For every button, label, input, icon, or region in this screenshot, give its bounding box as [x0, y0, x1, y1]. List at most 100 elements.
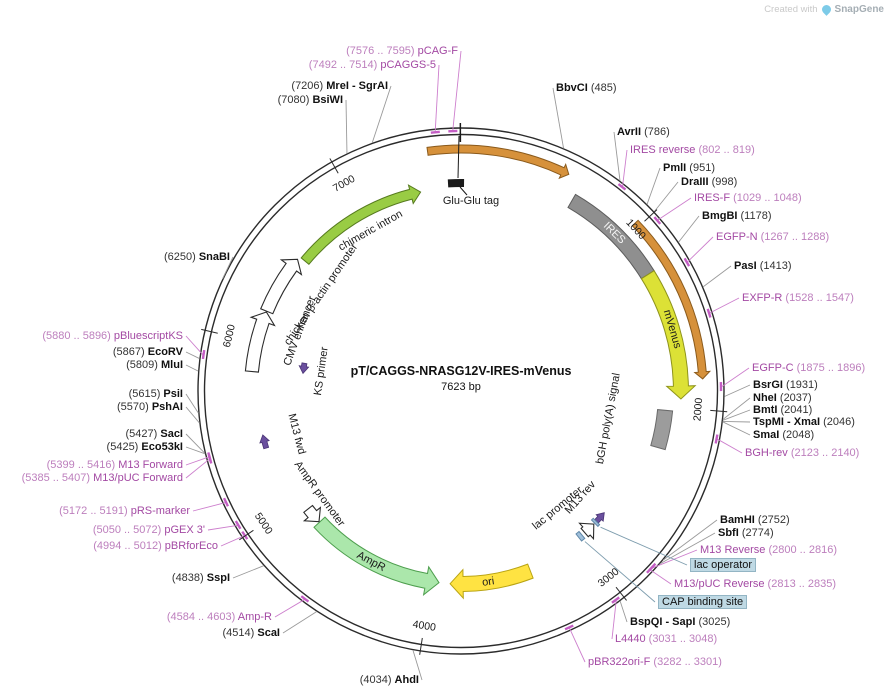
callout-lac-operator[interactable]: lac operator: [690, 558, 757, 572]
callout-l4440[interactable]: L4440 (3031 .. 3048): [615, 633, 717, 645]
site-name: SnaBI: [198, 251, 230, 263]
primer-site-tick[interactable]: [706, 308, 712, 318]
site-name: pCAG-F: [417, 45, 458, 57]
callout-sspi[interactable]: (4838) SspI: [172, 572, 230, 584]
bgh-polya-signal[interactable]: [650, 409, 674, 451]
lac-promoter[interactable]: [578, 522, 595, 541]
callout-ires-f[interactable]: IRES-F (1029 .. 1048): [694, 192, 802, 204]
feature-label-m13-fwd-primer[interactable]: M13 fwd: [285, 412, 307, 455]
callout-mrei-sgrai[interactable]: (7206) MreI - SgrAI: [291, 80, 388, 92]
callout-scai[interactable]: (4514) ScaI: [223, 627, 281, 639]
callout-bspqi-sapi[interactable]: BspQI - SapI (3025): [630, 616, 730, 628]
callout-pbrforeco[interactable]: (4994 .. 5012) pBRforEco: [93, 540, 218, 552]
callout-m13-puc-forward[interactable]: (5385 .. 5407) M13/pUC Forward: [22, 472, 183, 484]
callout-pgex-3[interactable]: (5050 .. 5072) pGEX 3': [93, 524, 205, 536]
callout-leader-line: [185, 458, 210, 479]
site-name: SmaI: [753, 429, 780, 441]
glu-glu-tag[interactable]: [447, 178, 465, 188]
callout-amp-r[interactable]: (4584 .. 4603) Amp-R: [167, 611, 272, 623]
callout-tspmi-xmai[interactable]: TspMI - XmaI (2046): [753, 416, 855, 428]
primer-site-tick[interactable]: [201, 349, 206, 360]
callout-exfp-r[interactable]: EXFP-R (1528 .. 1547): [742, 292, 854, 304]
cds-segment-1[interactable]: [426, 144, 570, 180]
position-tick: [239, 529, 254, 541]
callout-leader-line: [192, 502, 226, 512]
primer-site-tick[interactable]: [617, 183, 627, 191]
callout-bsrgi[interactable]: BsrGI (1931): [753, 379, 818, 391]
callout-leader-line: [722, 397, 751, 420]
callout-cap-binding-site[interactable]: CAP binding site: [658, 595, 748, 609]
primer-site-tick[interactable]: [564, 624, 574, 631]
position-tick-label: 3000: [596, 566, 622, 590]
feature-label-chicken-beta-actin-promoter[interactable]: chicken β-actin promoter: [282, 241, 361, 347]
primer-site-tick[interactable]: [611, 596, 620, 604]
callout-bgh-rev[interactable]: BGH-rev (2123 .. 2140): [745, 447, 859, 459]
feature-label-ori[interactable]: ori: [481, 575, 495, 589]
site-position: (2813 .. 2835): [767, 578, 837, 590]
m13-rev-primer[interactable]: [594, 512, 605, 524]
primer-site-tick[interactable]: [300, 595, 310, 603]
callout-smai[interactable]: SmaI (2048): [753, 429, 814, 441]
mvenus[interactable]: [640, 270, 697, 400]
callout-leader-line: [678, 215, 700, 243]
feature-label-ks-primer[interactable]: KS primer: [312, 346, 331, 396]
feature-label-glu-glu-tag[interactable]: Glu-Glu tag: [443, 195, 499, 207]
callout-bsiwi[interactable]: (7080) BsiWI: [278, 94, 343, 106]
callout-egfp-c[interactable]: EGFP-C (1875 .. 1896): [752, 362, 865, 374]
m13-fwd-primer[interactable]: [259, 434, 270, 450]
chicken-beta-actin-promoter[interactable]: [259, 258, 303, 315]
callout-draiii[interactable]: DraIII (998): [681, 176, 737, 188]
ori[interactable]: [449, 563, 534, 600]
callout-nhei[interactable]: NheI (2037): [753, 392, 812, 404]
callout-pasi[interactable]: PasI (1413): [734, 260, 792, 272]
ks-primer[interactable]: [298, 362, 310, 375]
site-position: (1267 .. 1288): [760, 231, 830, 243]
primer-site-tick[interactable]: [653, 216, 662, 225]
lac-operator-site[interactable]: [590, 517, 601, 528]
callout-pcag-f[interactable]: (7576 .. 7595) pCAG-F: [346, 45, 458, 57]
callout-m13-forward[interactable]: (5399 .. 5416) M13 Forward: [47, 459, 183, 471]
callout-bbvci[interactable]: BbvCI (485): [556, 82, 617, 94]
callout-pcaggs-5[interactable]: (7492 .. 7514) pCAGGS-5: [309, 59, 436, 71]
callout-ires-reverse[interactable]: IRES reverse (802 .. 819): [630, 144, 755, 156]
site-position: (1931): [786, 379, 818, 391]
callout-leader-line: [412, 649, 423, 681]
callout-pbluescriptks[interactable]: (5880 .. 5896) pBluescriptKS: [42, 330, 183, 342]
callout-pmli[interactable]: PmlI (951): [663, 162, 715, 174]
callout-avrii[interactable]: AvrII (786): [617, 126, 670, 138]
callout-ecorv[interactable]: (5867) EcoRV: [113, 346, 183, 358]
callout-egfp-n[interactable]: EGFP-N (1267 .. 1288): [716, 231, 829, 243]
cmv-enhancer[interactable]: [244, 311, 276, 373]
primer-site-tick[interactable]: [714, 434, 719, 444]
primer-site-tick[interactable]: [241, 530, 249, 540]
callout-prs-marker[interactable]: (5172 .. 5191) pRS-marker: [59, 505, 190, 517]
callout-pshai[interactable]: (5570) PshAI: [117, 401, 183, 413]
callout-psii[interactable]: (5615) PsiI: [129, 388, 183, 400]
chimeric-intron[interactable]: [300, 184, 422, 266]
callout-bmgbi[interactable]: BmgBI (1178): [702, 210, 772, 222]
primer-site-tick[interactable]: [234, 520, 242, 530]
primer-site-tick[interactable]: [222, 497, 229, 507]
callout-bmti[interactable]: BmtI (2041): [753, 404, 812, 416]
callout-mlui[interactable]: (5809) MluI: [126, 359, 183, 371]
primer-site-tick[interactable]: [646, 565, 654, 574]
site-position: (2774): [741, 527, 774, 539]
cap-binding-site-feature[interactable]: [575, 530, 586, 542]
cds-segment-2[interactable]: [631, 219, 712, 380]
feature-label-bgh-polya-signal[interactable]: bGH poly(A) signal: [594, 372, 623, 465]
callout-bamhi[interactable]: BamHI (2752): [720, 514, 790, 526]
callout-snabi[interactable]: (6250) SnaBI: [164, 251, 230, 263]
ampr[interactable]: [313, 516, 440, 597]
callout-saci[interactable]: (5427) SacI: [126, 428, 184, 440]
callout-m13-reverse[interactable]: M13 Reverse (2800 .. 2816): [700, 544, 837, 556]
ampr-promoter[interactable]: [302, 504, 322, 523]
callout-sbfi[interactable]: SbfI (2774): [718, 527, 774, 539]
primer-site-tick[interactable]: [207, 454, 213, 464]
primer-site-tick[interactable]: [430, 130, 440, 134]
callout-m13-puc-reverse[interactable]: M13/pUC Reverse (2813 .. 2835): [674, 578, 836, 590]
callout-eco53ki[interactable]: (5425) Eco53kI: [107, 441, 183, 453]
callout-ahdi[interactable]: (4034) AhdI: [360, 674, 419, 686]
callout-pbr322ori-f[interactable]: pBR322ori-F (3282 .. 3301): [588, 656, 722, 668]
primer-site-tick[interactable]: [683, 257, 691, 267]
